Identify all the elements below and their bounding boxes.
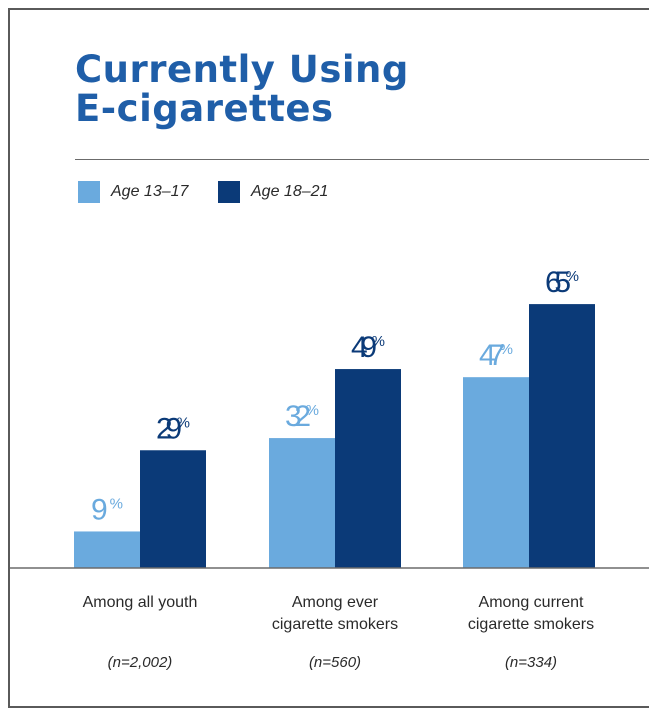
bar-all-youth-age-13-17 <box>74 531 140 568</box>
bar-ever-smokers-age-18-21 <box>335 369 401 568</box>
bar-value-label-current-smokers-age-13-17: 47% <box>479 339 513 372</box>
chart-title: Currently Using E-cigarettes <box>75 48 409 130</box>
legend-label-age-18-21: Age 18–21 <box>251 183 329 200</box>
bar-value-label-all-youth-age-13-17: 9% <box>91 493 123 526</box>
sample-size-ever-smokers: (n=560) <box>308 654 362 671</box>
title-divider <box>75 159 649 160</box>
legend-swatch-age-18-21 <box>218 181 240 203</box>
bar-value-label-ever-smokers-age-18-21: 49% <box>351 331 385 364</box>
legend-item-age-13-17: Age 13–17 <box>78 181 188 203</box>
bar-value-label-ever-smokers-age-13-17: 32% <box>285 400 319 433</box>
category-label-current-smokers: Among current cigarette smokers <box>467 594 595 633</box>
legend-item-age-18-21: Age 18–21 <box>218 181 328 203</box>
bars-group <box>74 304 595 568</box>
category-label-ever-smokers: Among ever cigarette smokers <box>271 594 399 633</box>
bar-current-smokers-age-18-21 <box>529 304 595 568</box>
legend-swatch-age-13-17 <box>78 181 100 203</box>
legend-label-age-13-17: Age 13–17 <box>111 183 189 200</box>
sample-size-all-youth: (n=2,002) <box>107 654 173 671</box>
bar-current-smokers-age-13-17 <box>463 377 529 568</box>
bar-value-labels: 9 % 29% 32% 49% 47% 65% <box>91 266 579 526</box>
sample-size-current-smokers: (n=334) <box>504 654 558 671</box>
bar-value-label-current-smokers-age-18-21: 65% <box>545 266 579 299</box>
bar-value-label-all-youth-age-18-21: 29% <box>156 412 190 445</box>
bar-all-youth-age-18-21 <box>140 450 206 568</box>
category-label-all-youth: Among all youth <box>82 594 198 611</box>
bar-ever-smokers-age-13-17 <box>269 438 335 568</box>
